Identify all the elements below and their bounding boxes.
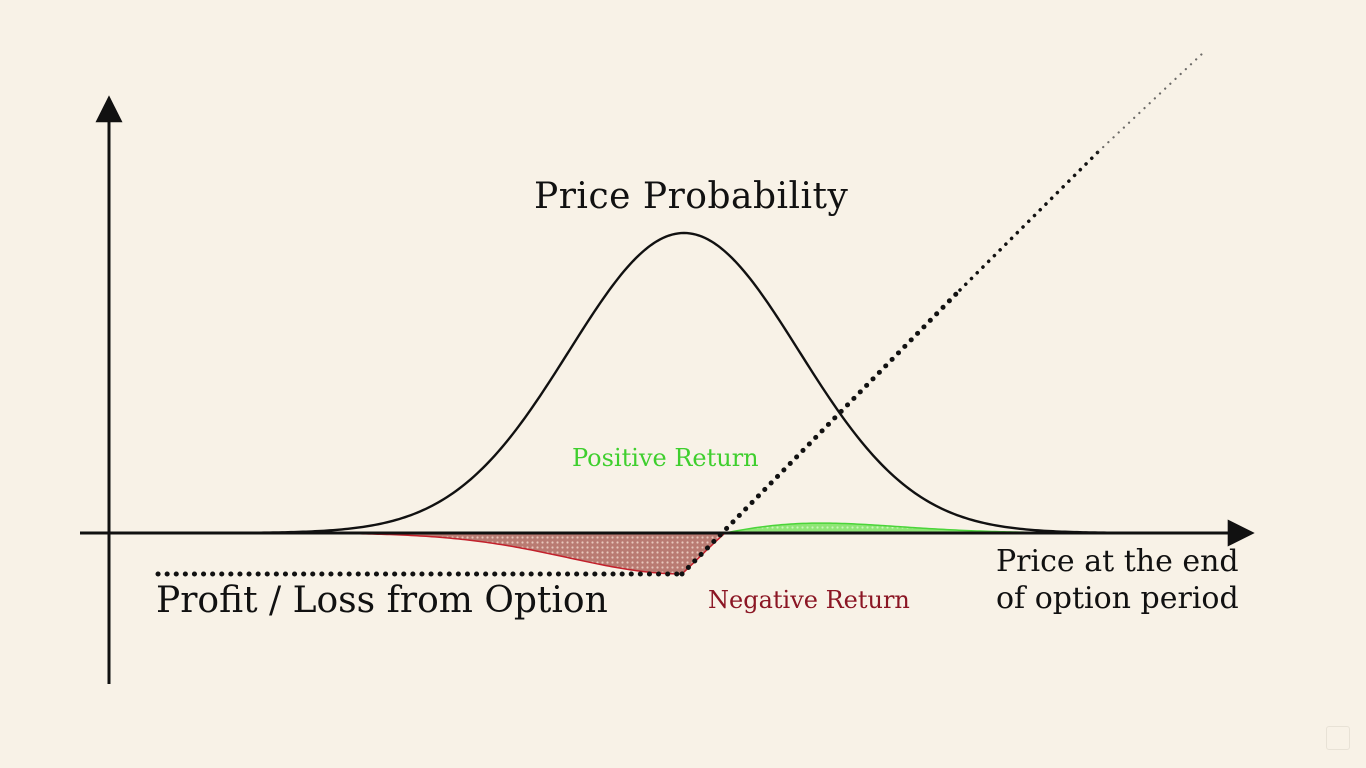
price-probability-curve — [239, 231, 1150, 535]
positive-return-label: Positive Return — [572, 444, 759, 472]
payoff-rising-segment-fade — [1096, 50, 1206, 154]
profit-loss-label: Profit / Loss from Option — [156, 580, 608, 621]
price-probability-label: Price Probability — [534, 176, 849, 217]
watermark-logo — [1326, 726, 1350, 750]
negative-return-area — [329, 532, 727, 575]
payoff-rising-segment-light — [958, 150, 1100, 292]
x-axis-label-line2: of option period — [996, 581, 1239, 616]
negative-return-label: Negative Return — [708, 586, 910, 614]
payoff-rising-segment-heavy — [679, 287, 963, 577]
x-axis-label: Price at the end of option period — [996, 543, 1239, 617]
x-axis-label-line1: Price at the end — [996, 544, 1239, 579]
profit-loss-payoff-line — [155, 50, 1206, 577]
